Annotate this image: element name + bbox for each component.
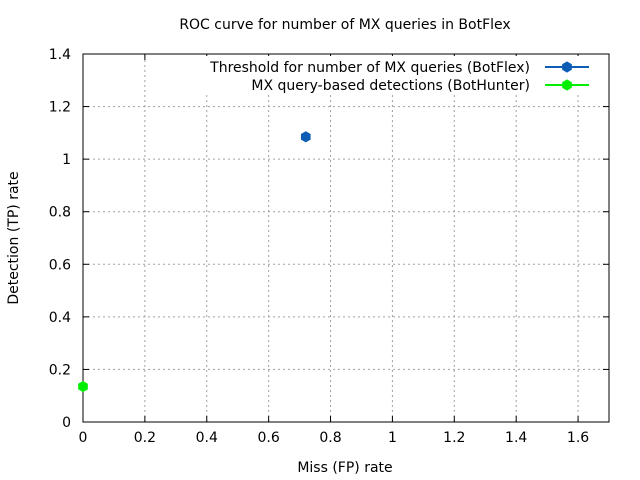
chart-title: ROC curve for number of MX queries in Bo…	[179, 17, 510, 33]
x-axis-label: Miss (FP) rate	[297, 460, 392, 476]
x-axis-ticks: 0 0.2 0.4 0.6 0.8 1 1.2 1.4 1.6	[79, 54, 589, 446]
y-tick-label: 0	[62, 415, 71, 431]
legend-background	[190, 56, 607, 94]
legend-marker	[562, 79, 572, 91]
y-tick-label: 0.8	[49, 205, 71, 221]
y-axis-label: Detection (TP) rate	[6, 171, 22, 304]
legend: Threshold for number of MX queries (BotF…	[190, 56, 607, 94]
x-tick-label: 1.6	[567, 430, 589, 446]
y-tick-label: 1	[62, 152, 71, 168]
x-tick-label: 0.8	[319, 430, 341, 446]
y-tick-label: 0.4	[49, 310, 71, 326]
data-point	[78, 380, 88, 393]
x-tick-label: 0.2	[134, 430, 156, 446]
y-tick-label: 1.4	[49, 47, 71, 63]
x-tick-label: 1.2	[443, 430, 465, 446]
y-tick-label: 0.2	[49, 362, 71, 378]
legend-marker	[562, 61, 572, 73]
data-points	[78, 131, 311, 393]
x-tick-label: 0.6	[258, 430, 280, 446]
legend-label: MX query-based detections (BotHunter)	[251, 78, 530, 94]
x-tick-label: 0.4	[196, 430, 218, 446]
grid-lines	[83, 54, 609, 422]
x-tick-label: 1	[388, 430, 397, 446]
y-tick-label: 0.6	[49, 257, 71, 273]
x-tick-label: 1.4	[505, 430, 527, 446]
x-tick-label: 0	[79, 430, 88, 446]
legend-label: Threshold for number of MX queries (BotF…	[209, 60, 530, 76]
y-axis-ticks: 0 0.2 0.4 0.6 0.8 1 1.2 1.4	[49, 47, 609, 431]
data-point	[300, 131, 311, 143]
y-tick-label: 1.2	[49, 100, 71, 116]
plot-frame	[82, 53, 610, 423]
